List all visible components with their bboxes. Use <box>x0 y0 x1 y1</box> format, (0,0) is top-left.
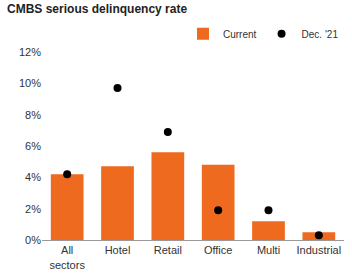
svg-text:Dec. '21: Dec. '21 <box>302 29 339 40</box>
svg-text:2%: 2% <box>25 203 41 215</box>
svg-text:Current: Current <box>223 29 257 40</box>
svg-text:6%: 6% <box>25 140 41 152</box>
svg-text:Industrial: Industrial <box>297 244 342 256</box>
svg-text:Office: Office <box>204 244 233 256</box>
svg-text:8%: 8% <box>25 109 41 121</box>
svg-text:Allsectors: Allsectors <box>49 244 85 270</box>
svg-text:CMBS serious delinquency rate: CMBS serious delinquency rate <box>7 2 187 16</box>
svg-text:12%: 12% <box>19 46 41 58</box>
svg-text:0%: 0% <box>25 234 41 246</box>
svg-text:4%: 4% <box>25 171 41 183</box>
svg-text:10%: 10% <box>19 77 41 89</box>
svg-text:Multi: Multi <box>257 244 280 256</box>
svg-text:Hotel: Hotel <box>105 244 131 256</box>
svg-text:Retail: Retail <box>154 244 182 256</box>
